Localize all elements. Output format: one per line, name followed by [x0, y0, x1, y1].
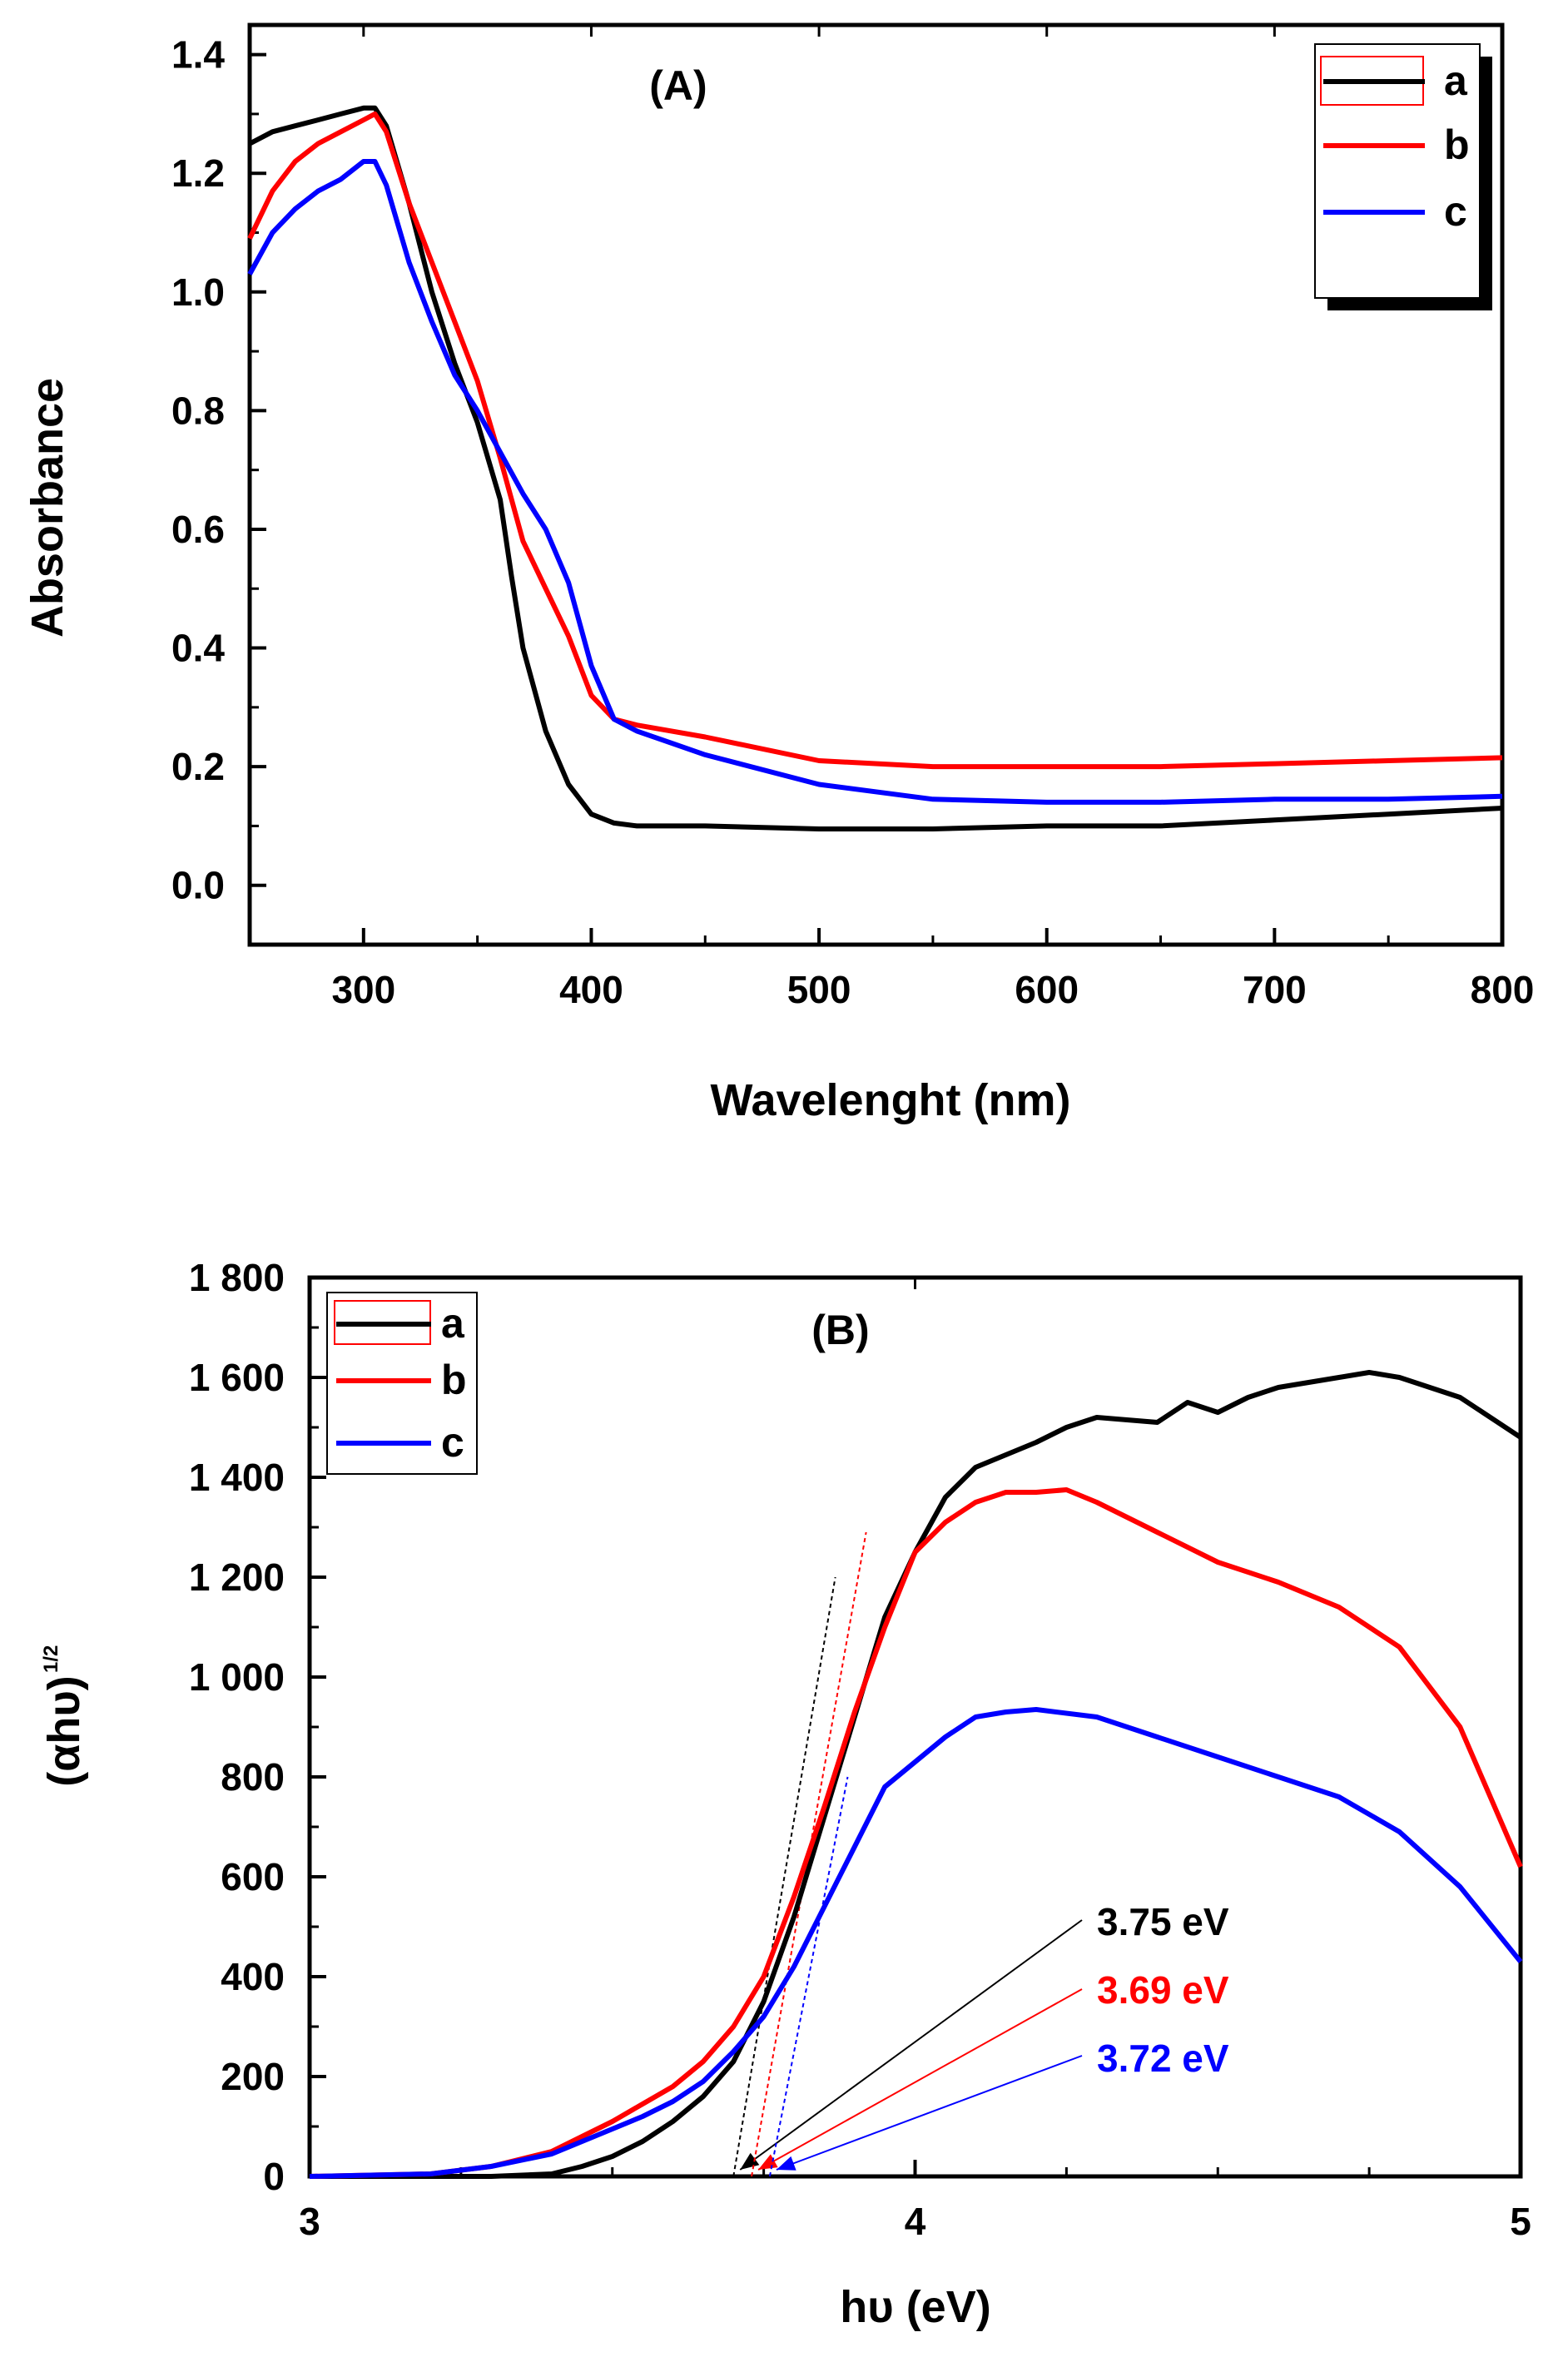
panel-b-y-axis-title-main: (αhυ) [39, 1675, 89, 1787]
y-tick-label: 1 200 [189, 1556, 285, 1599]
annotation-c-arrow [776, 2055, 1083, 2171]
x-tick-label: 700 [1243, 968, 1307, 1011]
annotation-3-69-ev: 3.69 eV [1097, 1968, 1229, 2012]
panel-a-plot-frame [247, 22, 1505, 947]
series-c-line [247, 159, 1503, 805]
y-tick-label: 600 [221, 1855, 285, 1898]
panel-b-chart: 0 200 400 600 800 1 000 1 200 1 400 1 600 1 800 3… [39, 1256, 1531, 2332]
panel-b-label: (B) [811, 1307, 869, 1353]
panel-a-label: (A) [649, 62, 707, 109]
panel-b-y-ticks: 0 200 400 600 800 1 000 1 200 1 400 1 600 1 800 [189, 1256, 326, 2198]
panel-b-y-axis-title: (αhυ) 1/2 [39, 1645, 89, 1787]
panel-b-x-ticks: 3 4 5 [299, 1278, 1531, 2243]
panel-b-tangent-lines [732, 1531, 1083, 2177]
y-tick-label: 1 800 [189, 1256, 285, 1299]
legend-b-label: b [1444, 122, 1470, 168]
y-tick-label: 200 [221, 2055, 285, 2098]
x-tick-label: 800 [1471, 968, 1535, 1011]
series-a-line [248, 105, 1503, 831]
series-b-line [309, 1487, 1523, 2179]
y-tick-label: 0 [263, 2155, 285, 2198]
x-tick-label: 400 [559, 968, 623, 1011]
legend-c-label: c [1444, 188, 1467, 235]
x-tick-label: 5 [1510, 2200, 1531, 2243]
x-tick-label: 3 [299, 2200, 320, 2243]
annotation-3-75-ev: 3.75 eV [1097, 1900, 1229, 1943]
x-tick-label: 4 [905, 2200, 926, 2243]
legend-b-c-label: c [441, 1419, 464, 1466]
annotation-a-arrow [739, 1919, 1083, 2171]
panel-a-y-axis-title: Absorbance [22, 378, 72, 638]
series-c-line [309, 1707, 1523, 2179]
panel-a-y-ticks: 0.0 0.2 0.4 0.6 0.8 1.0 1.2 1.4 [171, 33, 266, 946]
legend-a-label: a [1444, 57, 1468, 104]
legend-b-b-label: b [441, 1357, 467, 1403]
panel-b-legend: a b c [326, 1292, 478, 1475]
panel-a-series [247, 105, 1503, 831]
series-a-line [310, 1370, 1522, 2179]
y-tick-label: 1 400 [189, 1456, 285, 1499]
x-tick-label: 500 [787, 968, 851, 1011]
y-tick-label: 1 600 [189, 1356, 285, 1399]
x-tick-label: 600 [1015, 968, 1079, 1011]
y-tick-label: 0.2 [171, 745, 225, 788]
y-tick-label: 1.2 [171, 151, 225, 195]
y-tick-label: 1 000 [189, 1655, 285, 1699]
panel-a-legend-box [1314, 43, 1481, 299]
y-tick-label: 0.4 [171, 627, 225, 670]
panel-b-x-axis-title: hυ (eV) [840, 2282, 990, 2332]
y-tick-label: 0.0 [171, 864, 225, 907]
annotation-a-arrowhead [740, 2152, 760, 2170]
panel-a-legend: a b c [1314, 43, 1492, 310]
y-tick-label: 0.8 [171, 389, 225, 432]
x-tick-label: 300 [331, 968, 395, 1011]
y-tick-label: 800 [221, 1755, 285, 1799]
y-tick-label: 400 [221, 1955, 285, 1998]
annotation-3-72-ev: 3.72 eV [1097, 2037, 1229, 2080]
y-tick-label: 1.0 [171, 270, 225, 314]
annotation-b-arrow [757, 1988, 1083, 2171]
annotation-b-arrowhead [758, 2154, 778, 2170]
panel-a-x-ticks: 300 400 500 600 700 800 [248, 25, 1535, 1011]
panel-b-y-axis-title-superscript: 1/2 [40, 1645, 62, 1673]
panel-b-annotations: 3.75 eV 3.69 eV 3.72 eV [1097, 1900, 1229, 2080]
panel-b-series [309, 1370, 1523, 2179]
series-b-line [247, 111, 1503, 770]
y-tick-label: 1.4 [171, 33, 225, 77]
annotation-c-arrowhead [776, 2156, 796, 2171]
panel-a-x-axis-title: Wavelenght (nm) [710, 1075, 1070, 1125]
tangent-a-line [732, 1576, 836, 2177]
legend-b-a-label: a [441, 1300, 465, 1347]
tangent-c-line [768, 1776, 849, 2177]
panel-a-chart: 0.0 0.2 0.4 0.6 0.8 1.0 1.2 1.4 300 400 500 600 700… [22, 22, 1535, 1125]
y-tick-label: 0.6 [171, 508, 225, 551]
